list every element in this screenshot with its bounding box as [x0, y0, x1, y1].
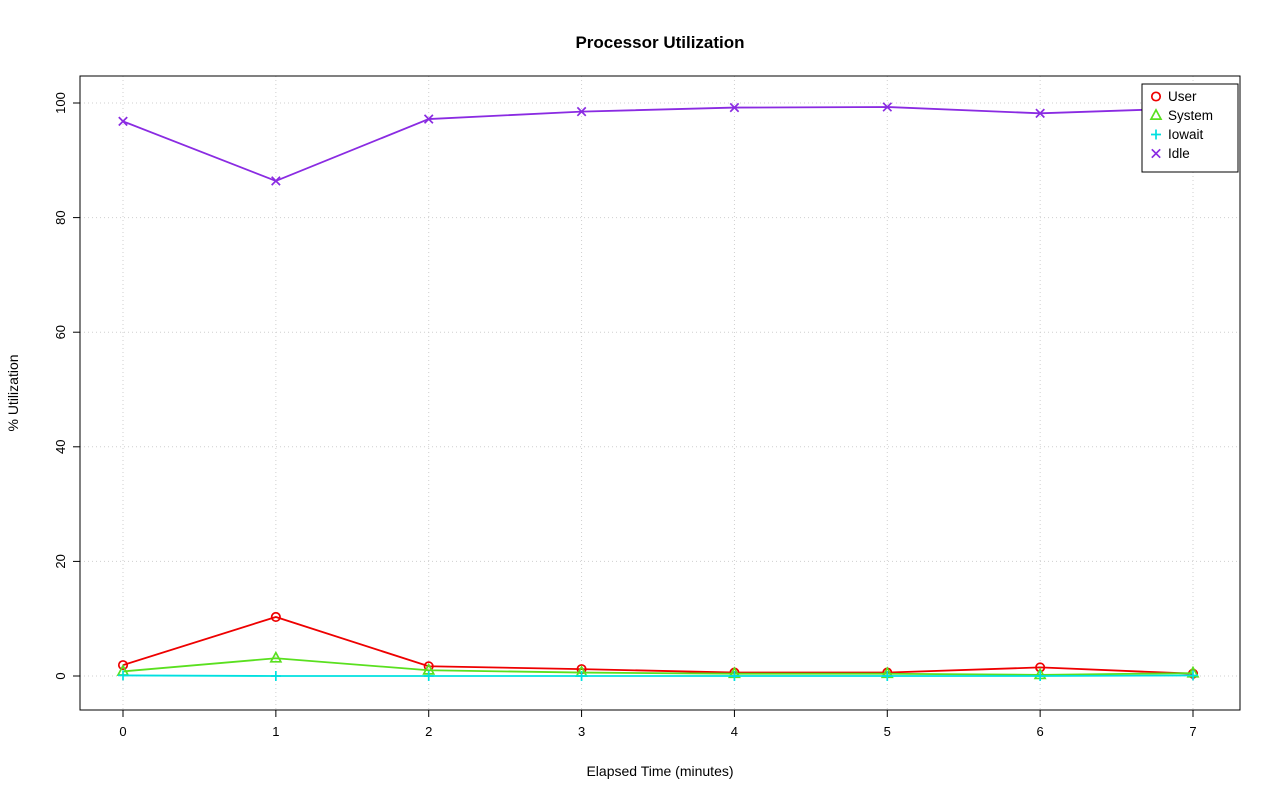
plus-marker-icon: [1035, 671, 1046, 681]
plus-marker-icon: [1151, 129, 1161, 140]
triangle-marker-icon: [269, 650, 283, 663]
plus-marker-icon: [270, 671, 281, 681]
y-tick-label: 60: [53, 325, 68, 339]
x-tick-label: 1: [272, 724, 279, 739]
x-marker-icon: [423, 114, 434, 124]
x-tick-label: 0: [119, 724, 126, 739]
series-line-user: [122, 616, 1194, 675]
legend: User System Iowait Idle: [1141, 83, 1239, 173]
series-line-iowait: [122, 674, 1194, 677]
y-tick-label: 0: [53, 672, 68, 679]
circle-marker-icon: [270, 611, 281, 623]
plot-box: [79, 75, 1241, 711]
triangle-marker-icon: [1149, 108, 1163, 120]
legend-box: [1141, 83, 1239, 173]
y-tick-label: 40: [53, 440, 68, 454]
legend-item-idle: Idle: [1151, 146, 1190, 161]
plus-marker-icon: [423, 671, 434, 681]
x-marker-icon: [118, 116, 128, 127]
y-tick-label: 20: [53, 554, 68, 568]
series-line-system: [122, 657, 1194, 676]
plus-marker-icon: [576, 671, 587, 681]
x-tick-label: 2: [425, 724, 432, 739]
legend-label: Idle: [1168, 146, 1190, 161]
plus-marker-icon: [729, 671, 740, 681]
plot-area: 0 1 2 3 4 5 6 7 0 20 40 60 80 100 User System Iowait Idle: [53, 75, 1241, 739]
legend-label: Iowait: [1168, 127, 1204, 142]
x-tick-label: 4: [731, 724, 738, 739]
x-marker-icon: [271, 176, 281, 186]
x-axis-label: Elapsed Time (minutes): [586, 763, 733, 779]
legend-item-system: System: [1149, 108, 1213, 123]
x-tick-label: 3: [578, 724, 585, 739]
legend-item-user: User: [1150, 89, 1197, 104]
chart-title: Processor Utilization: [575, 33, 744, 52]
x-marker-icon: [729, 102, 740, 113]
y-tick-label: 100: [53, 92, 68, 114]
x-marker-icon: [1151, 148, 1161, 159]
plus-marker-icon: [1188, 670, 1198, 681]
y-axis-label: % Utilization: [5, 354, 21, 431]
y-tick-label: 80: [53, 210, 68, 224]
x-tick-label: 5: [884, 724, 891, 739]
plus-marker-icon: [882, 671, 893, 681]
x-marker-icon: [1035, 108, 1045, 119]
x-marker-icon: [576, 106, 587, 117]
x-tick-label: 6: [1037, 724, 1044, 739]
circle-marker-icon: [117, 660, 129, 671]
legend-label: User: [1168, 89, 1197, 104]
series-line-idle: [122, 106, 1194, 182]
x-tick-label: 7: [1189, 724, 1196, 739]
plus-marker-icon: [118, 670, 128, 681]
circle-marker-icon: [1150, 91, 1162, 102]
legend-label: System: [1168, 108, 1213, 123]
x-marker-icon: [882, 102, 893, 112]
legend-item-iowait: Iowait: [1151, 127, 1204, 142]
